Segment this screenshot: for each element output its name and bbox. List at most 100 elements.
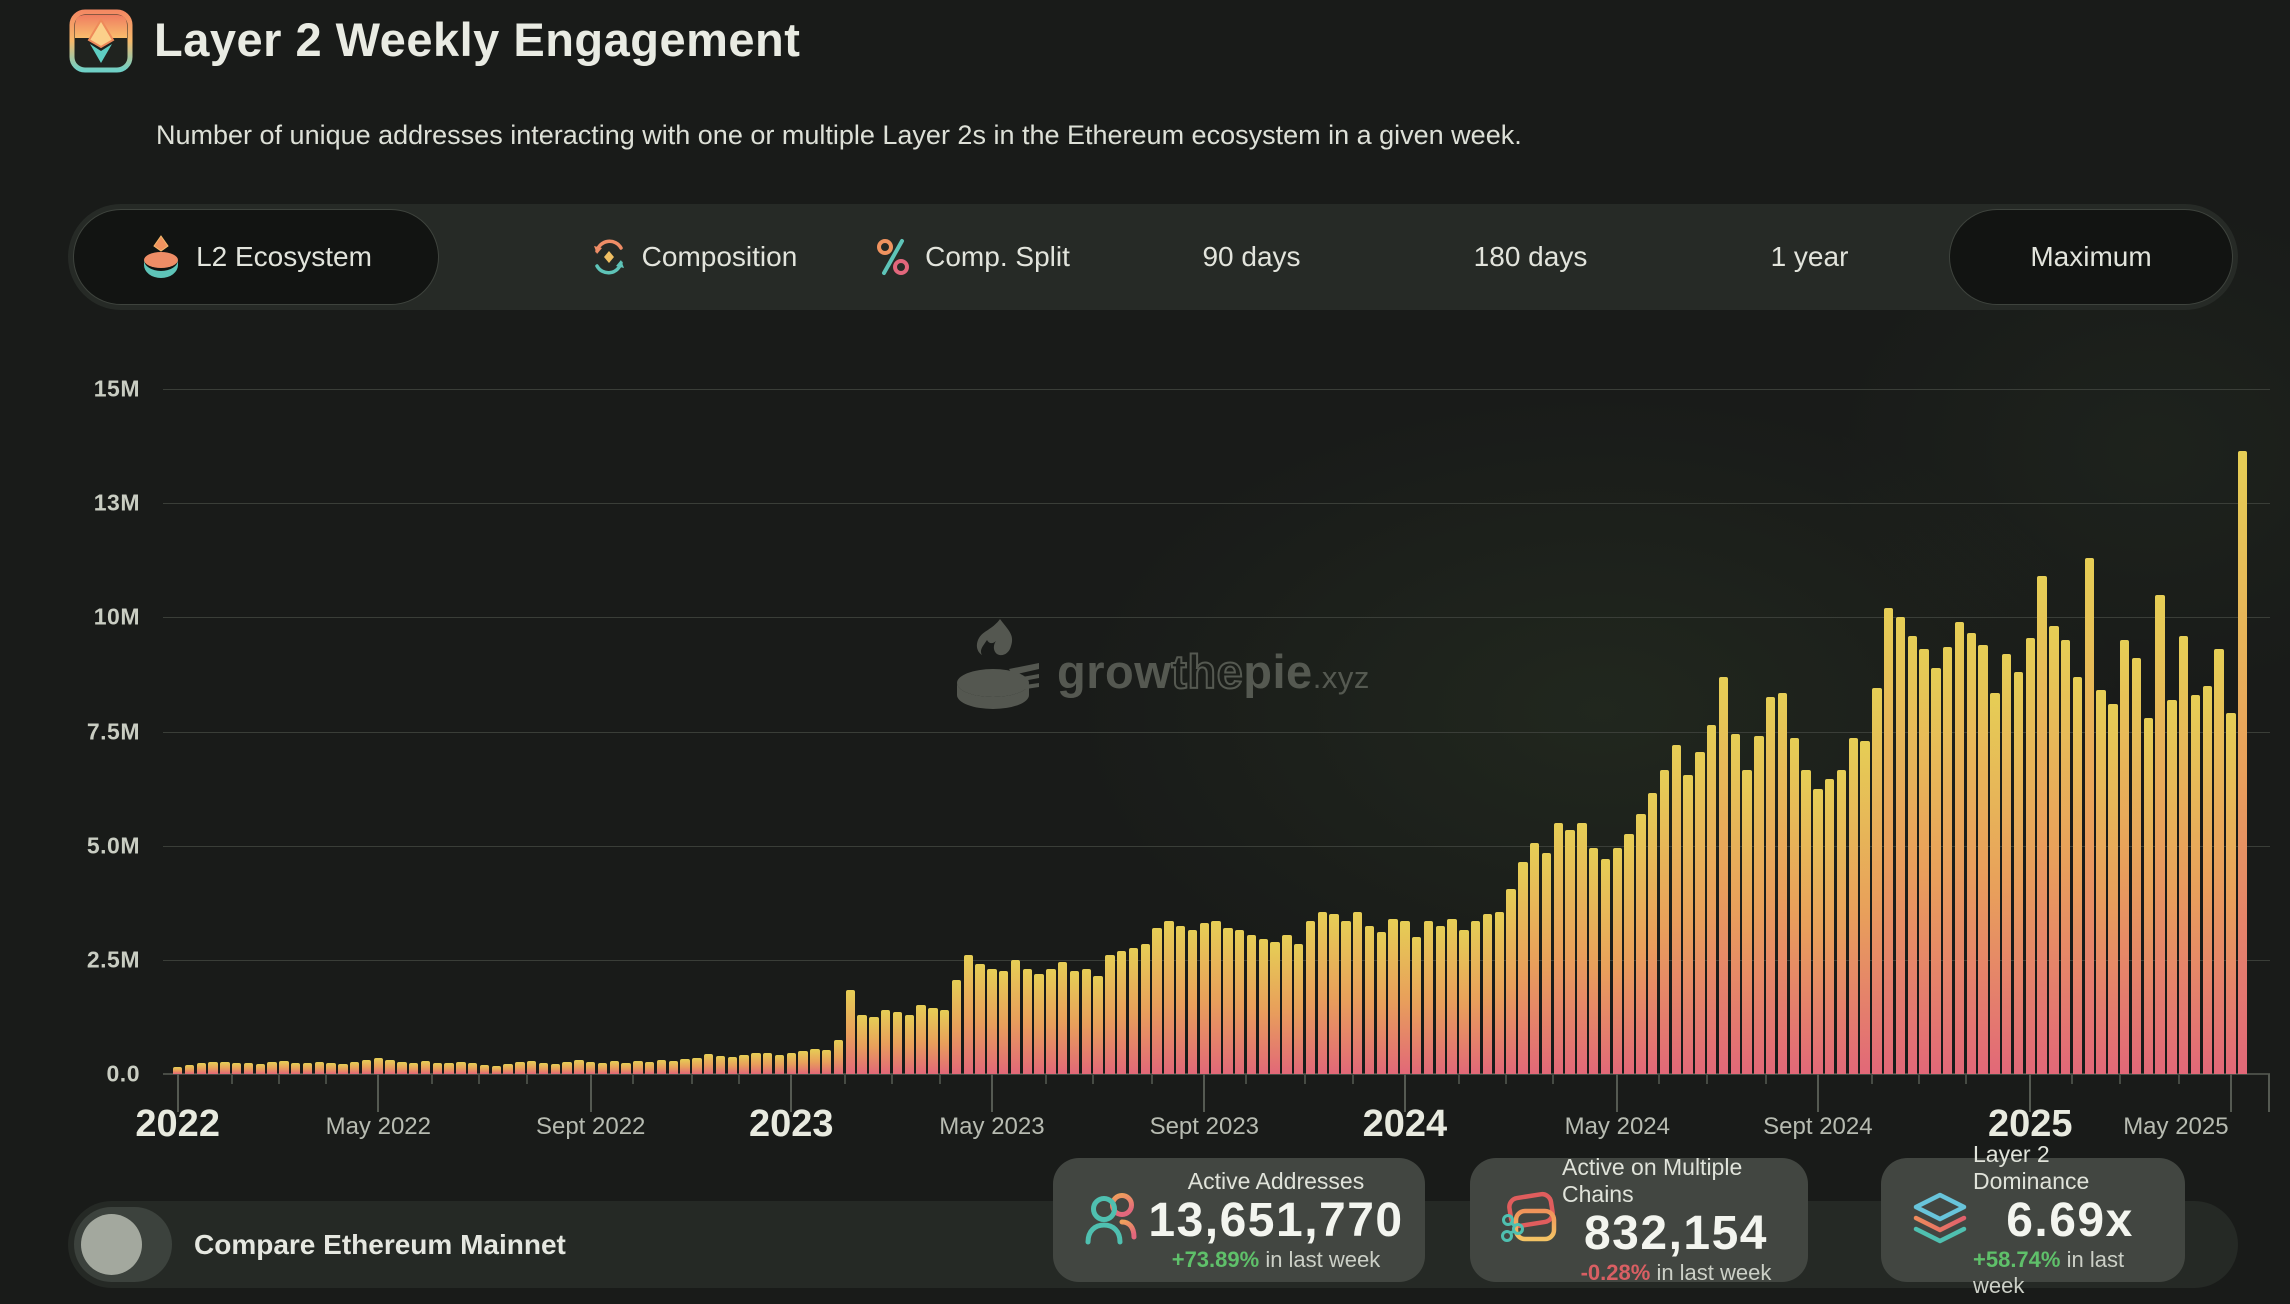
bar[interactable] <box>2096 690 2106 1074</box>
bar[interactable] <box>833 1040 844 1074</box>
bar[interactable] <box>621 1063 631 1074</box>
bar[interactable] <box>987 969 997 1074</box>
bar[interactable] <box>456 1062 466 1074</box>
bar[interactable] <box>1034 974 1044 1074</box>
bar[interactable] <box>1270 942 1280 1074</box>
bar[interactable] <box>1258 939 1268 1074</box>
range-90-days[interactable]: 90 days <box>1112 209 1391 305</box>
bar[interactable] <box>1718 677 1729 1074</box>
bar[interactable] <box>1305 921 1316 1074</box>
bar[interactable] <box>739 1055 749 1074</box>
bar[interactable] <box>892 1012 903 1074</box>
bar[interactable] <box>1777 693 1788 1074</box>
bar[interactable] <box>2190 695 2201 1074</box>
bar[interactable] <box>173 1067 183 1074</box>
range-1-year[interactable]: 1 year <box>1670 209 1949 305</box>
bar[interactable] <box>491 1066 501 1074</box>
bar[interactable] <box>904 1015 914 1074</box>
bar[interactable] <box>715 1056 726 1074</box>
bar[interactable] <box>1848 738 1858 1074</box>
bar[interactable] <box>1648 793 1658 1074</box>
bar[interactable] <box>350 1062 360 1074</box>
bar[interactable] <box>255 1064 265 1074</box>
bar[interactable] <box>680 1059 690 1074</box>
bar[interactable] <box>550 1064 560 1074</box>
compare-mainnet-toggle[interactable] <box>74 1207 172 1282</box>
bar[interactable] <box>397 1062 407 1074</box>
bar[interactable] <box>1872 688 1882 1074</box>
bar[interactable] <box>1565 830 1575 1074</box>
bar[interactable] <box>1199 923 1209 1074</box>
bar[interactable] <box>538 1063 549 1074</box>
toggle-knob[interactable] <box>81 1214 142 1275</box>
bar[interactable] <box>2025 638 2035 1074</box>
bar[interactable] <box>1730 734 1740 1074</box>
bar[interactable] <box>1423 921 1434 1074</box>
bar[interactable] <box>668 1061 678 1074</box>
bar[interactable] <box>1494 912 1504 1074</box>
bar[interactable] <box>326 1063 336 1074</box>
bar[interactable] <box>232 1063 242 1074</box>
bar[interactable] <box>1907 636 1917 1074</box>
bar[interactable] <box>1329 914 1339 1074</box>
bar[interactable] <box>220 1062 230 1074</box>
bar[interactable] <box>432 1063 442 1074</box>
bar[interactable] <box>2143 718 2153 1074</box>
bar[interactable] <box>1093 976 1103 1074</box>
bar[interactable] <box>302 1063 313 1074</box>
bar[interactable] <box>1164 921 1174 1074</box>
bar[interactable] <box>1376 932 1386 1074</box>
bar[interactable] <box>928 1008 938 1074</box>
bar[interactable] <box>810 1049 820 1074</box>
bar[interactable] <box>291 1063 301 1074</box>
bar[interactable] <box>468 1063 478 1074</box>
bar[interactable] <box>2238 451 2248 1074</box>
bar[interactable] <box>727 1057 737 1074</box>
bar[interactable] <box>1176 926 1186 1074</box>
bar[interactable] <box>1341 921 1351 1074</box>
bar[interactable] <box>1211 921 1221 1074</box>
tab-comp-split[interactable]: Comp. Split <box>833 209 1112 305</box>
bar[interactable] <box>2155 595 2165 1074</box>
bar[interactable] <box>645 1062 655 1074</box>
bar[interactable] <box>2002 654 2012 1074</box>
bar[interactable] <box>1471 921 1481 1074</box>
bar[interactable] <box>196 1063 206 1074</box>
bar[interactable] <box>1577 823 1587 1074</box>
bar[interactable] <box>1919 649 1929 1074</box>
range-maximum[interactable]: Maximum <box>1949 209 2233 305</box>
bar[interactable] <box>503 1064 513 1074</box>
bar[interactable] <box>1353 912 1363 1074</box>
bar[interactable] <box>2226 713 2236 1074</box>
bar[interactable] <box>1766 697 1776 1074</box>
bar[interactable] <box>1518 862 1528 1074</box>
bar[interactable] <box>1612 848 1622 1074</box>
bar[interactable] <box>1081 969 1091 1074</box>
bar[interactable] <box>963 955 973 1074</box>
bar[interactable] <box>1695 752 1705 1074</box>
bar[interactable] <box>857 1015 867 1074</box>
bar[interactable] <box>1789 738 1799 1074</box>
bar[interactable] <box>1884 608 1894 1074</box>
bar[interactable] <box>975 964 985 1074</box>
bar[interactable] <box>1589 848 1599 1074</box>
bar[interactable] <box>1895 617 1906 1074</box>
bar[interactable] <box>633 1061 643 1074</box>
tab-l2-ecosystem[interactable]: L2 Ecosystem <box>73 209 439 305</box>
bar[interactable] <box>586 1062 596 1074</box>
bar[interactable] <box>2131 658 2142 1074</box>
bar[interactable] <box>881 1010 891 1074</box>
bar[interactable] <box>869 1017 879 1074</box>
bar[interactable] <box>1707 725 1717 1074</box>
bar[interactable] <box>1058 962 1068 1074</box>
bar[interactable] <box>1246 935 1257 1074</box>
bar[interactable] <box>1683 775 1693 1074</box>
bar[interactable] <box>2049 626 2059 1074</box>
bar[interactable] <box>1282 935 1292 1074</box>
bar[interactable] <box>1435 926 1445 1074</box>
bar[interactable] <box>314 1062 324 1074</box>
bar[interactable] <box>1836 770 1847 1074</box>
bar[interactable] <box>1978 645 1988 1074</box>
bar[interactable] <box>1010 960 1021 1074</box>
bar[interactable] <box>2108 704 2118 1074</box>
